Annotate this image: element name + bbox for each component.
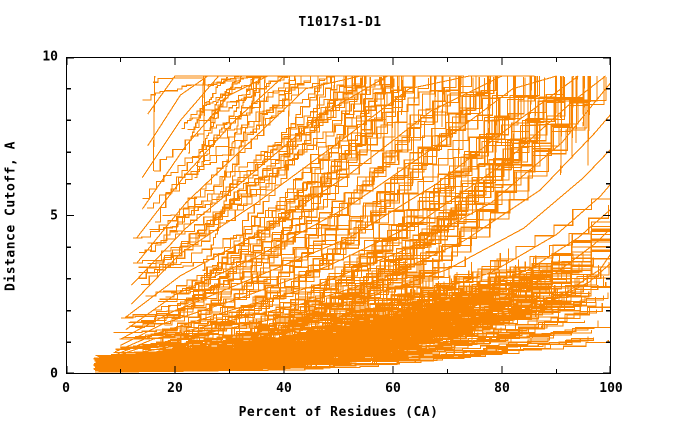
series-curve [171, 76, 415, 294]
series-curve [383, 76, 386, 170]
series-curve [122, 313, 506, 363]
series-curve [353, 75, 357, 109]
series-curve [209, 75, 242, 130]
series-curve [486, 76, 490, 164]
series-curve [149, 78, 297, 252]
series-curve [363, 76, 367, 133]
series-curve [194, 76, 260, 179]
series-curve [202, 78, 259, 271]
series-curve [258, 76, 261, 127]
series-curves [93, 75, 611, 373]
x-tick-label: 80 [494, 381, 510, 396]
x-tick-label: 0 [62, 381, 70, 396]
series-curve [122, 77, 495, 338]
series-curve [433, 76, 437, 125]
series-curve [120, 76, 509, 349]
series-curve [391, 76, 394, 162]
series-curve [153, 75, 318, 172]
series-curve [360, 76, 364, 116]
x-tick-label: 100 [599, 381, 623, 396]
y-axis-label-container: Distance Cutoff, A [0, 57, 22, 374]
series-curve [142, 76, 328, 199]
series-curve [142, 75, 240, 101]
series-curve [129, 76, 488, 327]
y-tick-label: 10 [42, 49, 58, 65]
page-title: T1017s1-D1 [298, 15, 382, 30]
x-tick-label: 60 [385, 381, 401, 396]
series-curve [120, 292, 492, 364]
series-curve [488, 76, 491, 143]
y-tick-label: 5 [50, 208, 58, 223]
series-curve [587, 76, 590, 141]
series-curve [134, 76, 514, 353]
series-curve [495, 76, 498, 153]
y-tick-label: 0 [50, 366, 58, 382]
series-curve [287, 76, 290, 161]
x-tick-label: 40 [276, 381, 292, 396]
series-curve [95, 286, 467, 363]
series-curve [158, 76, 404, 303]
series-curve [141, 76, 353, 286]
series-curve [529, 76, 533, 115]
series-curve [582, 76, 586, 127]
series-curve [132, 78, 362, 239]
series-curve [138, 76, 302, 254]
series-curve [192, 76, 346, 292]
series-curve [533, 76, 537, 171]
series-curve [134, 76, 414, 338]
series-curve [201, 75, 205, 112]
series-curve [138, 78, 414, 268]
series-curve [149, 77, 331, 230]
series-curve [162, 78, 429, 269]
series-curve [155, 76, 296, 223]
series-curve [177, 77, 332, 295]
series-curve [114, 309, 521, 357]
series-curve [344, 76, 348, 131]
series-curve [176, 78, 395, 311]
series-curve [115, 316, 560, 370]
series-curve [152, 76, 205, 83]
series-curve [150, 76, 490, 336]
series-curve [209, 76, 247, 129]
series-curve [115, 254, 561, 366]
series-curve [140, 76, 472, 323]
series-curve [221, 76, 254, 198]
series-curve [130, 76, 460, 323]
series-curve [147, 76, 366, 265]
series-curve [457, 76, 461, 166]
series-curve [132, 76, 541, 357]
series-curve [136, 75, 426, 264]
series-curve [202, 76, 206, 161]
series-curve [195, 77, 238, 167]
series-curve [187, 76, 286, 130]
series-curve [153, 76, 371, 311]
series-curve [316, 76, 319, 151]
series-curve [154, 76, 385, 344]
y-axis-label: Distance Cutoff, A [3, 140, 19, 291]
x-axis-label: Percent of Residues (CA) [238, 405, 439, 420]
plot-area [66, 57, 611, 374]
series-curve [200, 79, 325, 226]
series-curve [575, 76, 578, 144]
series-curve [118, 289, 490, 363]
series-curve [512, 76, 516, 163]
series-curve [108, 263, 445, 367]
series-curve [102, 347, 508, 373]
series-curve [165, 76, 382, 298]
series-curve [251, 75, 255, 109]
x-tick-label: 20 [167, 381, 183, 396]
series-curve [147, 76, 393, 244]
series-curve [145, 78, 415, 297]
series-curve [187, 76, 229, 154]
series-curve [152, 76, 156, 172]
series-curve [120, 76, 564, 356]
